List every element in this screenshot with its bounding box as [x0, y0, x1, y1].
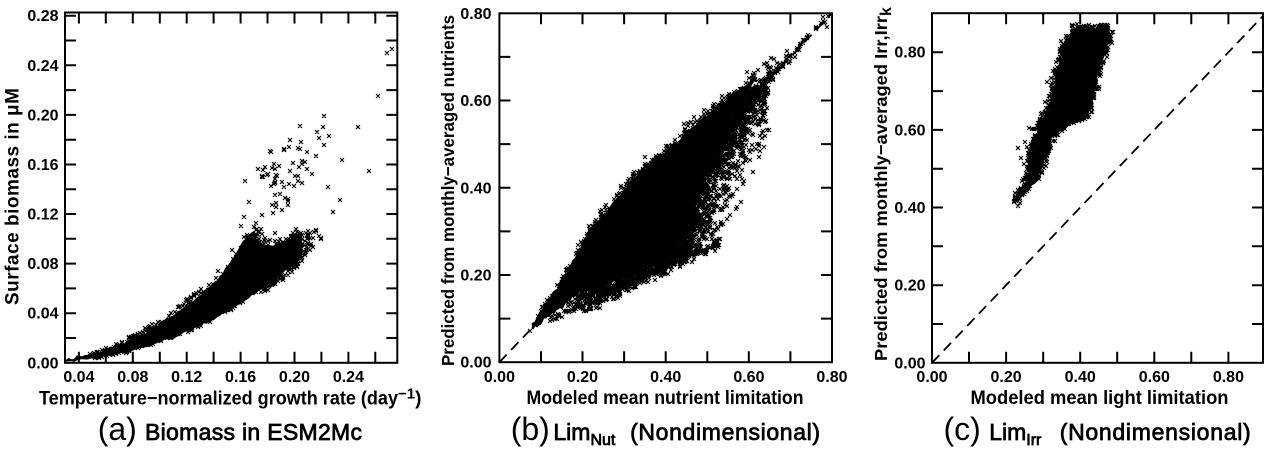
svg-text:0.00: 0.00 — [460, 355, 491, 372]
svg-text:0.20: 0.20 — [894, 278, 925, 295]
svg-text:0.20: 0.20 — [991, 369, 1022, 386]
svg-text:0.00: 0.00 — [27, 355, 58, 372]
svg-text:0.04: 0.04 — [27, 306, 58, 323]
svg-text:0.00: 0.00 — [916, 369, 947, 386]
svg-text:0.60: 0.60 — [1139, 369, 1170, 386]
svg-text:0.16: 0.16 — [225, 369, 256, 386]
svg-text:0.40: 0.40 — [894, 200, 925, 217]
svg-text:0.20: 0.20 — [279, 369, 310, 386]
svg-text:0.20: 0.20 — [27, 107, 58, 124]
svg-text:0.60: 0.60 — [733, 369, 764, 386]
svg-text:0.60: 0.60 — [460, 93, 491, 110]
svg-text:0.04: 0.04 — [63, 369, 94, 386]
svg-text:LimIrr: LimIrr — [989, 419, 1042, 449]
svg-text:(a): (a) — [98, 411, 137, 447]
svg-text:Temperature−normalized growth: Temperature−normalized growth rate (day−… — [39, 386, 421, 410]
svg-text:(c): (c) — [944, 411, 981, 447]
svg-text:Modeled mean light limitation: Modeled mean light limitation — [971, 388, 1229, 409]
svg-text:0.80: 0.80 — [894, 45, 925, 62]
svg-text:Modeled mean nutrient limitati: Modeled mean nutrient limitation — [527, 388, 804, 409]
svg-text:0.12: 0.12 — [171, 369, 202, 386]
svg-text:0.16: 0.16 — [27, 157, 58, 174]
svg-text:0.60: 0.60 — [894, 122, 925, 139]
svg-text:0.08: 0.08 — [117, 369, 148, 386]
svg-text:Biomass in ESM2Mc: Biomass in ESM2Mc — [145, 419, 362, 445]
svg-text:0.80: 0.80 — [1213, 369, 1244, 386]
svg-text:Surface biomass in μM: Surface biomass in μM — [3, 88, 24, 305]
svg-text:0.28: 0.28 — [27, 8, 58, 25]
svg-text:0.20: 0.20 — [567, 369, 598, 386]
svg-text:Predicted from monthly−average: Predicted from monthly−averaged nutrient… — [438, 15, 458, 366]
svg-text:0.40: 0.40 — [460, 180, 491, 197]
svg-text:0.80: 0.80 — [816, 369, 847, 386]
svg-text:0.08: 0.08 — [27, 256, 58, 273]
svg-text:0.40: 0.40 — [650, 369, 681, 386]
svg-text:0.00: 0.00 — [484, 369, 515, 386]
svg-text:(Nondimensional): (Nondimensional) — [630, 419, 820, 445]
svg-text:(b): (b) — [511, 411, 550, 447]
svg-text:0.40: 0.40 — [1065, 369, 1096, 386]
svg-text:0.80: 0.80 — [460, 6, 491, 23]
svg-text:Predicted from monthly−average: Predicted from monthly−averaged Irr,Irrk — [871, 7, 895, 361]
svg-text:0.12: 0.12 — [27, 207, 58, 224]
svg-text:0.20: 0.20 — [460, 268, 491, 285]
svg-text:(Nondimensional): (Nondimensional) — [1060, 419, 1251, 445]
svg-text:0.00: 0.00 — [894, 355, 925, 372]
svg-text:0.24: 0.24 — [27, 58, 58, 75]
svg-text:0.24: 0.24 — [333, 369, 364, 386]
